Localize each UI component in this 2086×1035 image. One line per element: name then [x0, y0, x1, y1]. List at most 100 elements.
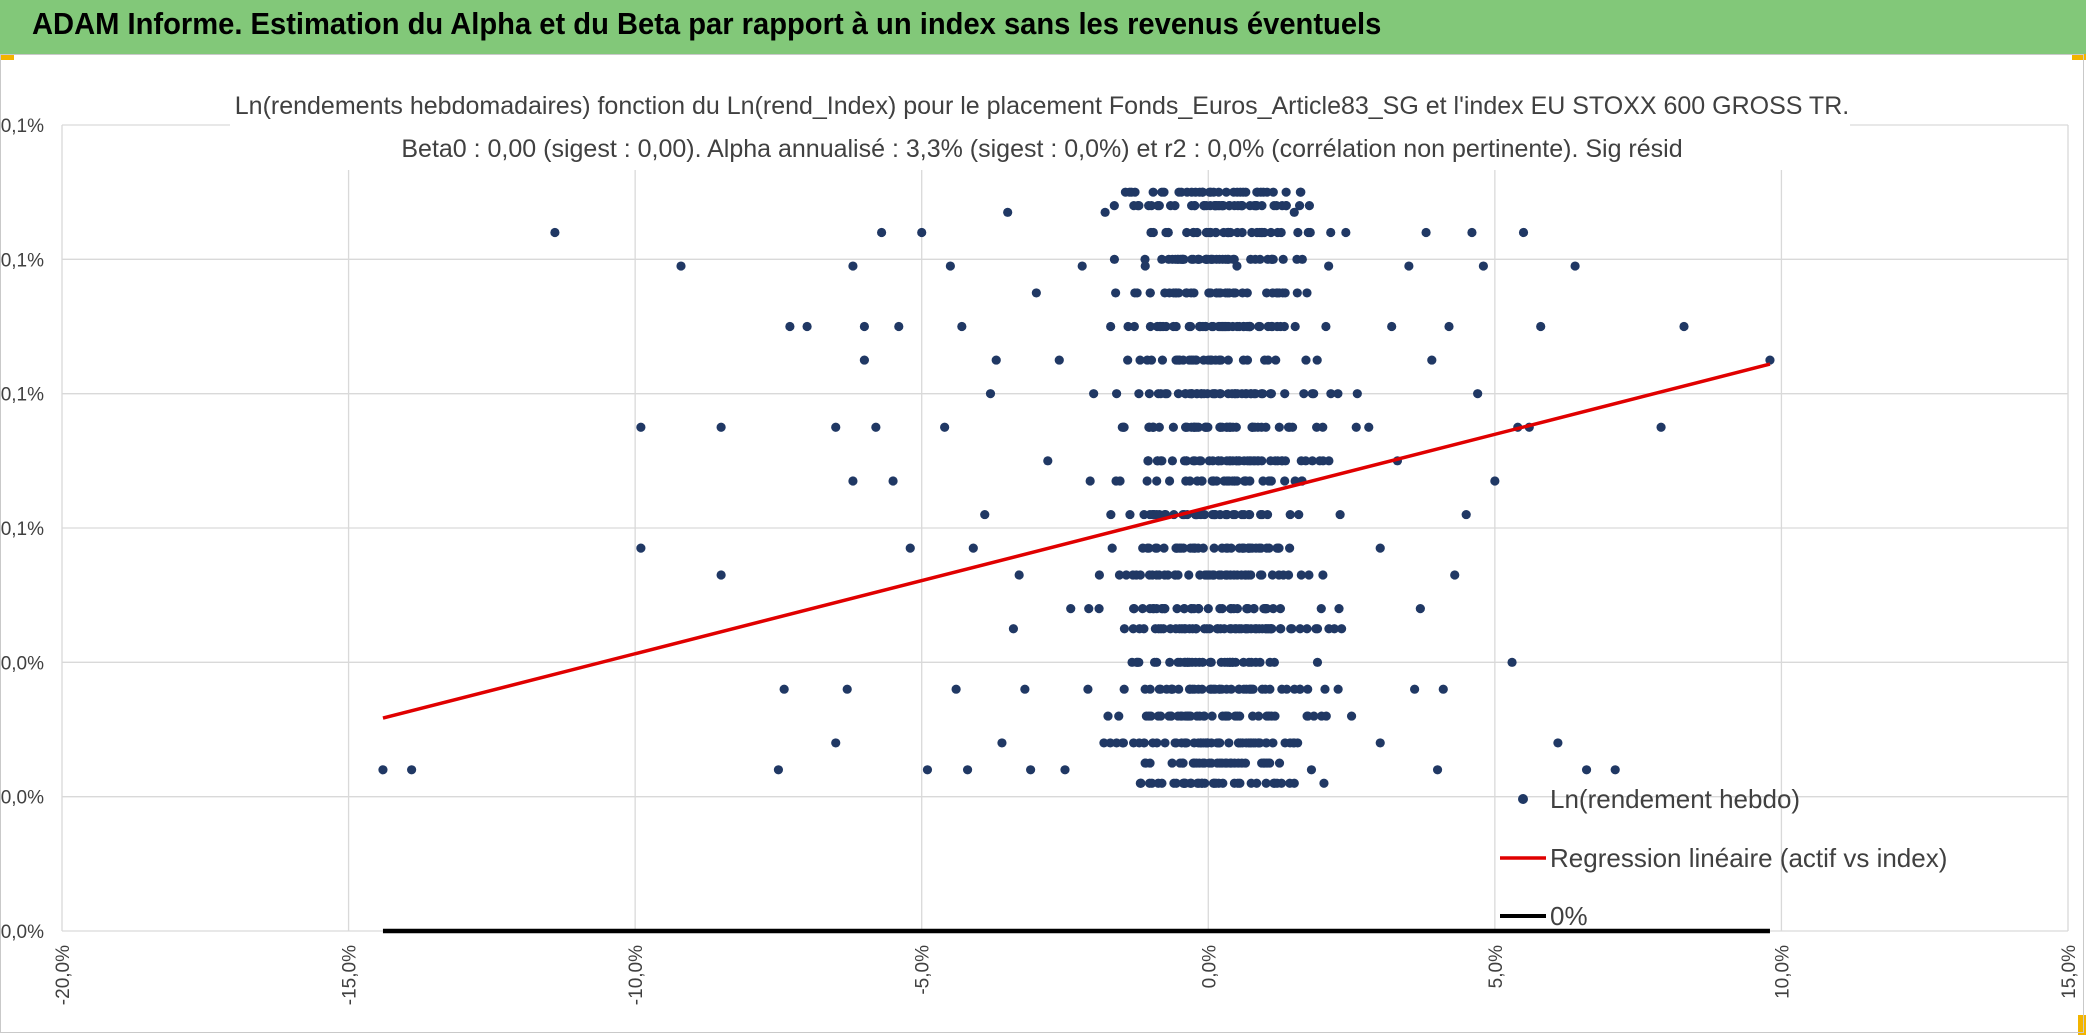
data-point — [1249, 604, 1259, 614]
data-point — [1243, 624, 1253, 634]
data-point — [1244, 543, 1254, 553]
data-point — [1189, 738, 1199, 748]
data-point — [1043, 456, 1053, 466]
data-point — [1223, 389, 1233, 399]
data-point — [1190, 456, 1200, 466]
data-point — [1295, 624, 1305, 634]
data-point — [1186, 355, 1196, 365]
data-point — [1232, 456, 1242, 466]
data-point — [1266, 227, 1276, 238]
data-point — [1143, 456, 1153, 466]
data-point — [1123, 321, 1133, 332]
data-point — [1450, 570, 1460, 580]
data-point — [1553, 738, 1563, 748]
data-point — [1236, 570, 1247, 580]
data-point — [1060, 765, 1070, 775]
data-point — [1261, 778, 1271, 788]
data-point — [1461, 509, 1471, 520]
data-point — [997, 738, 1007, 748]
data-point — [1173, 711, 1183, 721]
data-point — [1165, 201, 1176, 211]
data-point — [1280, 476, 1290, 486]
x-axis-ticks: -20,0% -15,0% -10,0% -5,0% 0,0% 5,0% 10,0% 15,0… — [53, 945, 2080, 1005]
data-point — [1134, 738, 1144, 748]
data-point — [1282, 684, 1292, 694]
data-point — [1111, 288, 1121, 298]
data-point — [1106, 509, 1116, 520]
data-point — [945, 261, 955, 271]
data-point — [1288, 738, 1298, 748]
data-point — [1159, 543, 1169, 553]
data-point — [1237, 389, 1247, 399]
data-point — [1066, 604, 1076, 614]
data-point — [1285, 778, 1295, 788]
data-point — [1326, 227, 1336, 238]
data-point — [1135, 355, 1145, 365]
data-point — [1099, 738, 1109, 748]
data-point — [1192, 778, 1203, 788]
data-point — [1003, 207, 1013, 217]
data-point — [1031, 288, 1041, 298]
data-point — [1262, 187, 1272, 197]
accent-corner-bottom-right — [2078, 1015, 2086, 1035]
data-point — [1270, 778, 1280, 788]
data-point — [773, 765, 784, 775]
data-point — [1163, 227, 1173, 238]
data-point — [1319, 778, 1329, 788]
data-point — [550, 227, 560, 238]
data-point — [1375, 543, 1385, 553]
data-point — [1233, 778, 1243, 788]
data-point — [1258, 389, 1268, 399]
data-point — [1160, 389, 1170, 399]
data-point — [1264, 476, 1274, 486]
data-point — [1199, 758, 1210, 768]
data-point — [1120, 187, 1131, 197]
data-point — [1337, 624, 1347, 634]
data-point — [1153, 389, 1163, 399]
data-point — [1274, 288, 1284, 298]
data-point — [1181, 476, 1191, 486]
data-point — [980, 509, 990, 520]
data-point — [1230, 476, 1240, 486]
report-title: ADAM Informe. Estimation du Alpha et du … — [32, 6, 1382, 41]
data-point — [1145, 321, 1156, 332]
data-point — [1132, 657, 1143, 667]
data-point — [905, 543, 915, 553]
data-point — [1168, 422, 1178, 432]
data-point — [1138, 604, 1148, 614]
chart-subtitle: Beta0 : 0,00 (sigest : 0,00). Alpha annu… — [401, 135, 1682, 163]
x-tick-label: 10,0% — [1772, 945, 1793, 999]
data-point — [1312, 355, 1322, 365]
data-point — [1473, 389, 1483, 399]
data-point — [1215, 389, 1226, 399]
data-point — [1129, 321, 1139, 332]
data-point — [1141, 711, 1152, 721]
data-point — [1226, 422, 1236, 432]
data-point — [1163, 570, 1173, 580]
data-point — [1237, 201, 1247, 211]
data-point — [1294, 201, 1305, 211]
data-point — [848, 476, 858, 486]
data-point — [1153, 711, 1163, 721]
data-point — [1020, 684, 1030, 694]
data-point — [1254, 624, 1264, 634]
data-point — [962, 765, 973, 775]
data-point — [1232, 711, 1242, 721]
data-point — [676, 261, 686, 271]
data-point — [1203, 604, 1213, 614]
data-point — [1202, 624, 1212, 634]
data-point — [991, 355, 1001, 365]
data-point — [1209, 509, 1220, 520]
data-point — [1518, 227, 1529, 238]
data-point — [1152, 657, 1162, 667]
data-point — [1404, 261, 1414, 271]
legend-label-points: Ln(rendement hebdo) — [1550, 784, 1800, 814]
data-point — [1179, 778, 1189, 788]
data-point — [1269, 657, 1280, 667]
data-point — [1318, 570, 1328, 580]
data-point — [1170, 570, 1180, 580]
data-point — [1228, 321, 1238, 332]
data-point — [871, 422, 881, 432]
data-point — [1267, 570, 1278, 580]
